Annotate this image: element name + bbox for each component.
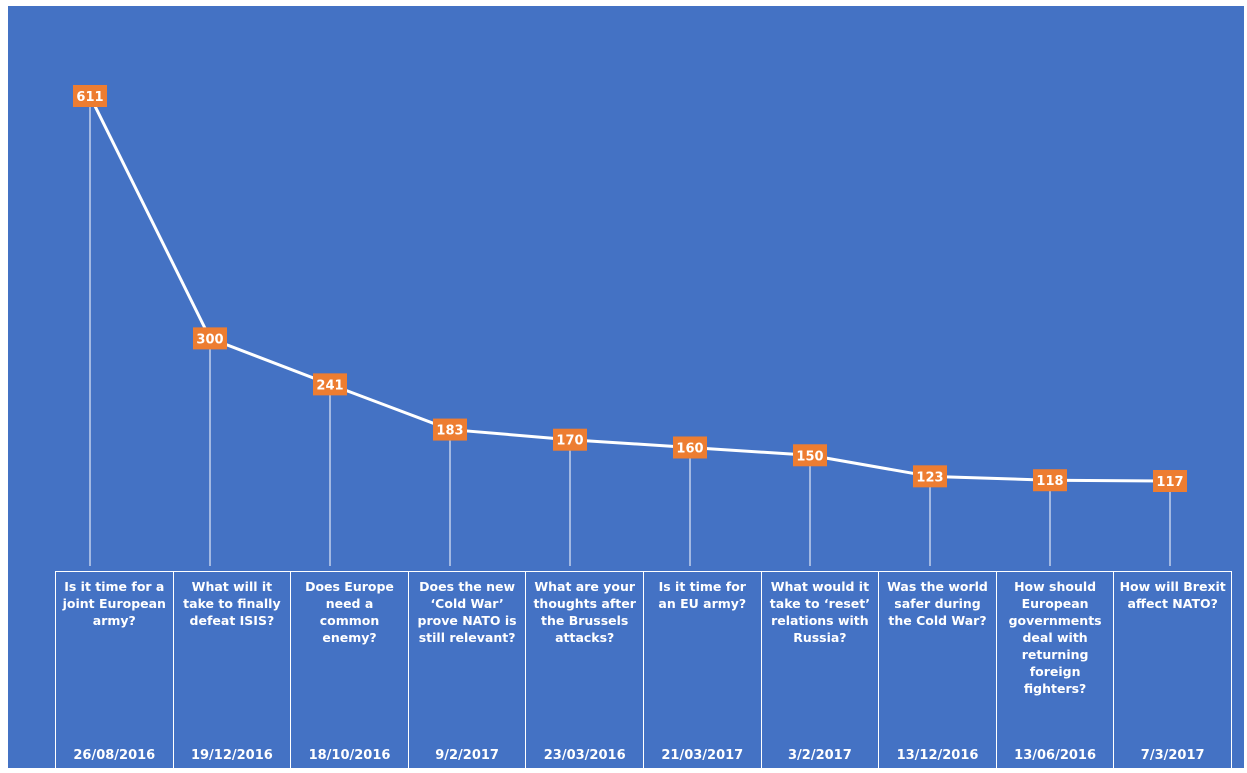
line-chart: 611 300 241 183 170 160 150 123 118 117 bbox=[73, 85, 1187, 566]
data-point bbox=[673, 436, 707, 459]
category-cell: Is it time for a joint European army? 26… bbox=[56, 572, 174, 769]
data-point bbox=[73, 85, 107, 107]
data-label: 118 bbox=[1036, 474, 1063, 489]
data-label: 150 bbox=[796, 449, 823, 464]
category-cell: How will Brexit affect NATO? 7/3/2017 bbox=[1114, 572, 1232, 769]
category-cell: How should European governments deal wit… bbox=[996, 572, 1115, 769]
data-label: 117 bbox=[1156, 475, 1183, 490]
category-date: 9/2/2017 bbox=[435, 748, 499, 763]
category-question: What will it take to finally defeat ISIS… bbox=[183, 579, 281, 628]
category-cell: Was the world safer during the Cold War?… bbox=[879, 572, 997, 769]
data-point bbox=[1153, 470, 1187, 492]
category-question: How will Brexit affect NATO? bbox=[1119, 579, 1226, 611]
data-point bbox=[193, 327, 227, 350]
category-cell: What will it take to finally defeat ISIS… bbox=[173, 572, 292, 769]
category-date: 7/3/2017 bbox=[1140, 748, 1205, 763]
category-cell: What would it take to ‘reset’ relations … bbox=[761, 572, 880, 769]
category-date: 19/12/2016 bbox=[190, 748, 273, 763]
category-question: How should European governments deal wit… bbox=[1008, 579, 1102, 696]
series-line bbox=[88, 95, 1171, 483]
data-label: 160 bbox=[676, 441, 703, 456]
category-date: 13/12/2016 bbox=[896, 748, 979, 763]
category-date: 3/2/2017 bbox=[788, 748, 852, 763]
category-question: Is it time for a joint European army? bbox=[62, 579, 166, 628]
category-date: 21/03/2017 bbox=[661, 748, 744, 763]
category-table: Is it time for a joint European army? 26… bbox=[55, 571, 1232, 769]
data-point bbox=[313, 373, 347, 396]
data-point bbox=[433, 418, 467, 441]
category-cell: Does Europe need a common enemy? 18/10/2… bbox=[291, 572, 409, 769]
data-label: 300 bbox=[196, 332, 223, 347]
category-cell: Is it time for an EU army? 21/03/2017 bbox=[643, 572, 762, 769]
data-label: 123 bbox=[916, 470, 943, 485]
data-label: 183 bbox=[436, 424, 463, 439]
data-label: 170 bbox=[556, 434, 583, 449]
category-question: What are your thoughts after the Brussel… bbox=[533, 579, 636, 645]
category-question: Was the world safer during the Cold War? bbox=[887, 579, 988, 628]
category-date: 23/03/2016 bbox=[543, 748, 626, 763]
data-point bbox=[793, 444, 827, 467]
category-cell: What are your thoughts after the Brussel… bbox=[526, 572, 644, 769]
category-question: Is it time for an EU army? bbox=[658, 579, 747, 611]
data-label: 611 bbox=[76, 90, 103, 105]
data-point bbox=[553, 428, 587, 451]
category-question: What would it take to ‘reset’ relations … bbox=[769, 579, 870, 645]
category-question: Does the new ‘Cold War’ prove NATO is st… bbox=[417, 579, 517, 645]
category-date: 13/06/2016 bbox=[1014, 748, 1097, 763]
chart-area: 611 300 241 183 170 160 150 123 118 117 Is it tim… bbox=[8, 6, 1244, 769]
data-point bbox=[1033, 469, 1067, 492]
category-date: 26/08/2016 bbox=[73, 748, 156, 763]
category-date: 18/10/2016 bbox=[308, 748, 391, 763]
data-point bbox=[913, 465, 947, 488]
data-label: 241 bbox=[316, 378, 343, 393]
category-question: Does Europe need a common enemy? bbox=[305, 579, 394, 645]
category-cell: Does the new ‘Cold War’ prove NATO is st… bbox=[408, 572, 527, 769]
